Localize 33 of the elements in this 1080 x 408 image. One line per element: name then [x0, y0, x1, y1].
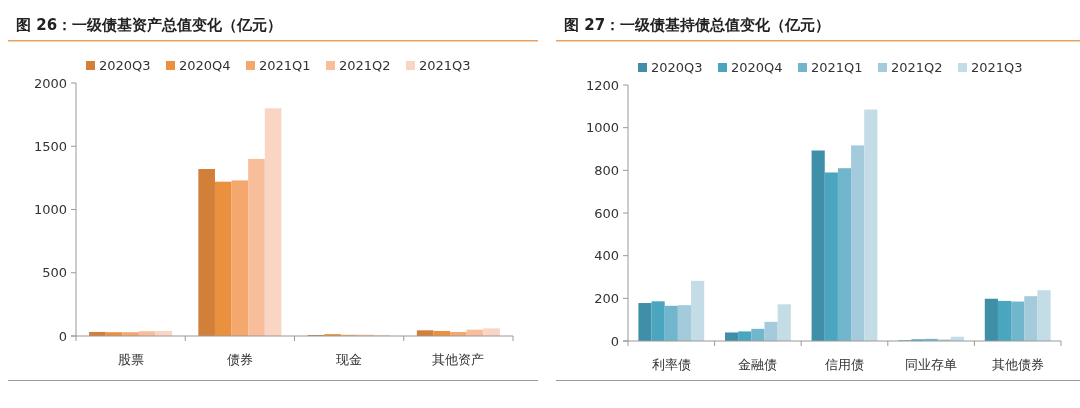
y-tick-label: 1200: [585, 77, 619, 93]
y-tick-label: 1000: [585, 120, 619, 136]
x-tick-label: 债券: [226, 352, 253, 367]
legend-label: 2021Q3: [971, 60, 1023, 75]
legend-label: 2021Q1: [811, 60, 863, 75]
x-tick-label: 同业存单: [905, 357, 958, 372]
legend-label: 2021Q2: [339, 58, 391, 73]
legend-label: 2020Q3: [99, 58, 151, 73]
y-tick-label: 400: [594, 248, 619, 264]
chart-title: 图 27：一级债基持债总值变化（亿元）: [564, 16, 831, 34]
legend-label: 2020Q3: [651, 60, 703, 75]
legend-label: 2020Q4: [731, 60, 783, 75]
legend-label: 2021Q2: [891, 60, 943, 75]
y-tick-label: 600: [594, 205, 619, 221]
x-tick-label: 股票: [117, 352, 144, 367]
y-tick-label: 1500: [33, 138, 67, 154]
y-tick-label: 0: [58, 328, 67, 344]
y-tick-label: 500: [42, 265, 67, 281]
y-tick-label: 0: [610, 333, 619, 349]
x-tick-label: 利率债: [651, 357, 691, 372]
chart-title: 图 26：一级债基资产总值变化（亿元）: [16, 16, 283, 34]
y-tick-label: 200: [594, 290, 619, 306]
legend-label: 2020Q4: [179, 58, 231, 73]
x-tick-label: 金融债: [738, 357, 778, 372]
legend-label: 2021Q1: [259, 58, 311, 73]
x-tick-label: 现金: [336, 352, 363, 367]
legend-label: 2021Q3: [419, 58, 471, 73]
y-tick-label: 1000: [33, 202, 67, 218]
x-tick-label: 其他资产: [432, 352, 485, 367]
x-tick-label: 信用债: [825, 357, 864, 372]
x-tick-label: 其他债券: [991, 357, 1044, 372]
y-tick-label: 2000: [33, 75, 67, 91]
y-tick-label: 800: [594, 162, 619, 178]
